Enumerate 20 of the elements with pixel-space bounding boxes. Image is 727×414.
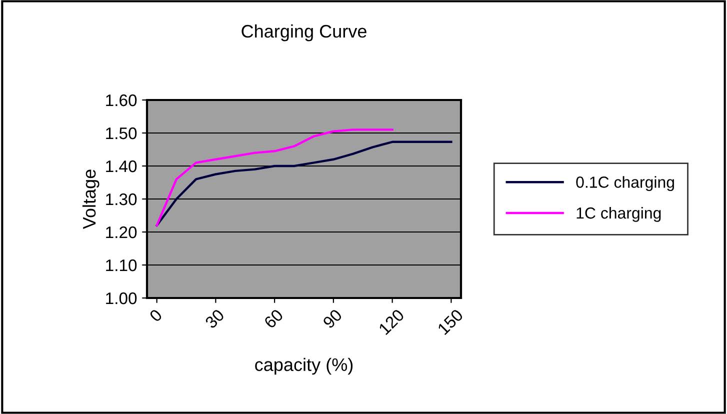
x-tick-label: 0	[148, 308, 163, 322]
x-tick-label: 30	[204, 308, 225, 330]
legend-label: 0.1C charging	[576, 176, 674, 192]
y-tick-label: 1.20	[106, 226, 137, 238]
x-tick-label: 120	[378, 308, 405, 336]
y-tick-label: 1.60	[106, 94, 137, 106]
y-tick-label: 1.10	[106, 259, 137, 272]
y-tick-label: 1.00	[106, 292, 137, 304]
x-tick-label: 90	[322, 308, 343, 329]
x-tick-label: 150	[437, 308, 464, 336]
y-tick-label: 1.40	[106, 160, 137, 172]
line-series	[156, 128, 394, 227]
y-axis-title: Voltage	[82, 170, 100, 230]
x-tick-label: 60	[263, 308, 284, 329]
line-series	[156, 140, 452, 227]
y-tick-label: 1.30	[106, 193, 137, 206]
legend-label: 1C charging	[576, 206, 661, 222]
chart-title: Charging Curve	[242, 24, 366, 42]
x-axis-title: capacity (%)	[255, 358, 353, 375]
y-tick-label: 1.50	[106, 127, 137, 140]
